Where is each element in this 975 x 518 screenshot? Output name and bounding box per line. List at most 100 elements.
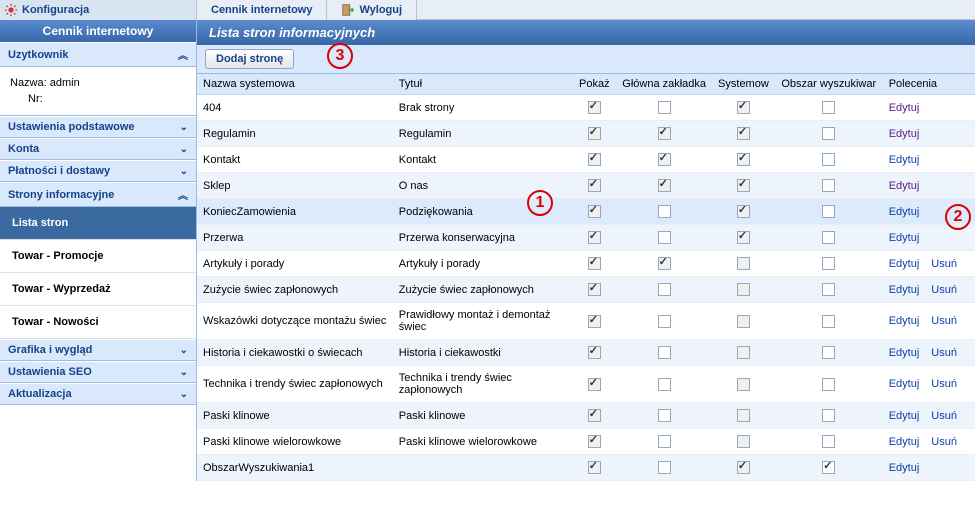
edit-link[interactable]: Edytuj [889, 232, 920, 244]
col-nazwa[interactable]: Nazwa systemowa [197, 74, 393, 95]
checkbox[interactable] [658, 409, 671, 422]
delete-link[interactable]: Usuń [931, 436, 957, 448]
edit-link[interactable]: Edytuj [889, 284, 920, 296]
sidebar-sub-item[interactable]: Towar - Wyprzedaż [0, 273, 196, 306]
checkbox[interactable] [658, 205, 671, 218]
checkbox[interactable] [822, 435, 835, 448]
checkbox[interactable] [822, 205, 835, 218]
table-row[interactable]: 404Brak stronyEdytuj [197, 95, 975, 121]
checkbox[interactable] [658, 283, 671, 296]
checkbox[interactable] [658, 378, 671, 391]
checkbox[interactable] [658, 101, 671, 114]
checkbox [658, 153, 671, 166]
table-row[interactable]: PrzerwaPrzerwa konserwacyjnaEdytuj [197, 225, 975, 251]
col-systemow[interactable]: Systemow [712, 74, 775, 95]
delete-link[interactable]: Usuń [931, 410, 957, 422]
table-row[interactable]: Zużycie świec zapłonowychZużycie świec z… [197, 277, 975, 303]
edit-link[interactable]: Edytuj [889, 258, 920, 270]
checkbox[interactable] [822, 153, 835, 166]
checkbox [588, 315, 601, 328]
tab-label: Wyloguj [359, 4, 402, 16]
checkbox [737, 101, 750, 114]
checkbox[interactable] [822, 409, 835, 422]
checkbox[interactable] [822, 127, 835, 140]
sidebar-title: Cennik internetowy [0, 20, 196, 42]
table-row[interactable]: RegulaminRegulaminEdytuj [197, 121, 975, 147]
delete-link[interactable]: Usuń [931, 378, 957, 390]
edit-link[interactable]: Edytuj [889, 315, 920, 327]
sidebar-panel[interactable]: Płatności i dostawy⌄ [0, 160, 196, 182]
checkbox[interactable] [822, 346, 835, 359]
checkbox[interactable] [822, 315, 835, 328]
tab-konfiguracja[interactable]: Konfiguracja [0, 0, 197, 20]
tab-cennik[interactable]: Cennik internetowy [197, 0, 327, 20]
cell-nazwa: Technika i trendy świec zapłonowych [197, 366, 393, 403]
checkbox[interactable] [658, 346, 671, 359]
table-row[interactable]: Technika i trendy świec zapłonowychTechn… [197, 366, 975, 403]
delete-link[interactable]: Usuń [931, 258, 957, 270]
sidebar-panel[interactable]: Konta⌄ [0, 138, 196, 160]
checkbox[interactable] [658, 461, 671, 474]
tab-wyloguj[interactable]: Wyloguj [327, 0, 417, 20]
col-tytul[interactable]: Tytuł [393, 74, 573, 95]
table-row[interactable]: SklepO nasEdytuj [197, 173, 975, 199]
chevron-down-icon: ⌄ [180, 166, 188, 177]
checkbox[interactable] [658, 231, 671, 244]
edit-link[interactable]: Edytuj [889, 436, 920, 448]
checkbox[interactable] [822, 378, 835, 391]
checkbox [588, 231, 601, 244]
sidebar-sub-item[interactable]: Lista stron [0, 207, 196, 240]
edit-link[interactable]: Edytuj [889, 378, 920, 390]
pages-table: Nazwa systemowa Tytuł Pokaż Główna zakła… [197, 74, 975, 481]
sidebar-panel[interactable]: Ustawienia SEO⌄ [0, 361, 196, 383]
col-pokaz[interactable]: Pokaż [572, 74, 616, 95]
delete-link[interactable]: Usuń [931, 284, 957, 296]
delete-link[interactable]: Usuń [931, 347, 957, 359]
panel-label: Strony informacyjne [8, 189, 114, 201]
sidebar-panel[interactable]: Aktualizacja⌄ [0, 383, 196, 405]
delete-link[interactable]: Usuń [931, 315, 957, 327]
table-row[interactable]: Paski klinowePaski klinoweEdytujUsuń [197, 403, 975, 429]
checkbox [737, 435, 750, 448]
checkbox[interactable] [822, 179, 835, 192]
tab-spacer [417, 0, 975, 19]
sidebar-panel[interactable]: Ustawienia podstawowe⌄ [0, 116, 196, 138]
checkbox[interactable] [822, 461, 835, 474]
chevron-down-icon: ⌄ [180, 122, 188, 133]
add-page-button[interactable]: Dodaj stronę [205, 49, 294, 69]
table-row[interactable]: ObszarWyszukiwania1 Edytuj [197, 455, 975, 481]
sidebar-panel-user[interactable]: Uzytkownik ︽ [0, 42, 196, 67]
checkbox[interactable] [822, 283, 835, 296]
edit-link[interactable]: Edytuj [889, 180, 920, 192]
sidebar-sub-item[interactable]: Towar - Promocje [0, 240, 196, 273]
table-row[interactable]: Historia i ciekawostki o świecachHistori… [197, 340, 975, 366]
edit-link[interactable]: Edytuj [889, 102, 920, 114]
sidebar-panel-strony[interactable]: Strony informacyjne ︽ [0, 182, 196, 207]
chevron-up-icon: ︽ [178, 187, 188, 202]
checkbox[interactable] [822, 257, 835, 270]
edit-link[interactable]: Edytuj [889, 410, 920, 422]
checkbox[interactable] [658, 435, 671, 448]
checkbox[interactable] [822, 231, 835, 244]
checkbox[interactable] [658, 315, 671, 328]
chevron-down-icon: ⌄ [180, 144, 188, 155]
table-row[interactable]: KoniecZamowieniaPodziękowaniaEdytuj [197, 199, 975, 225]
table-row[interactable]: Paski klinowe wielorowkowePaski klinowe … [197, 429, 975, 455]
col-polecenia[interactable]: Polecenia [883, 74, 975, 95]
cell-nazwa: Artykuły i porady [197, 251, 393, 277]
col-glowna[interactable]: Główna zakładka [616, 74, 712, 95]
checkbox[interactable] [822, 101, 835, 114]
col-obszar[interactable]: Obszar wyszukiwar [775, 74, 883, 95]
sidebar-panel[interactable]: Grafika i wygląd⌄ [0, 339, 196, 361]
edit-link[interactable]: Edytuj [889, 154, 920, 166]
edit-link[interactable]: Edytuj [889, 128, 920, 140]
sidebar-sub-item[interactable]: Towar - Nowości [0, 306, 196, 339]
cell-nazwa: ObszarWyszukiwania1 [197, 455, 393, 481]
table-row[interactable]: Wskazówki dotyczące montażu świecPrawidł… [197, 303, 975, 340]
checkbox [658, 257, 671, 270]
edit-link[interactable]: Edytuj [889, 347, 920, 359]
table-row[interactable]: Artykuły i poradyArtykuły i poradyEdytuj… [197, 251, 975, 277]
table-row[interactable]: KontaktKontaktEdytuj [197, 147, 975, 173]
edit-link[interactable]: Edytuj [889, 206, 920, 218]
edit-link[interactable]: Edytuj [889, 462, 920, 474]
